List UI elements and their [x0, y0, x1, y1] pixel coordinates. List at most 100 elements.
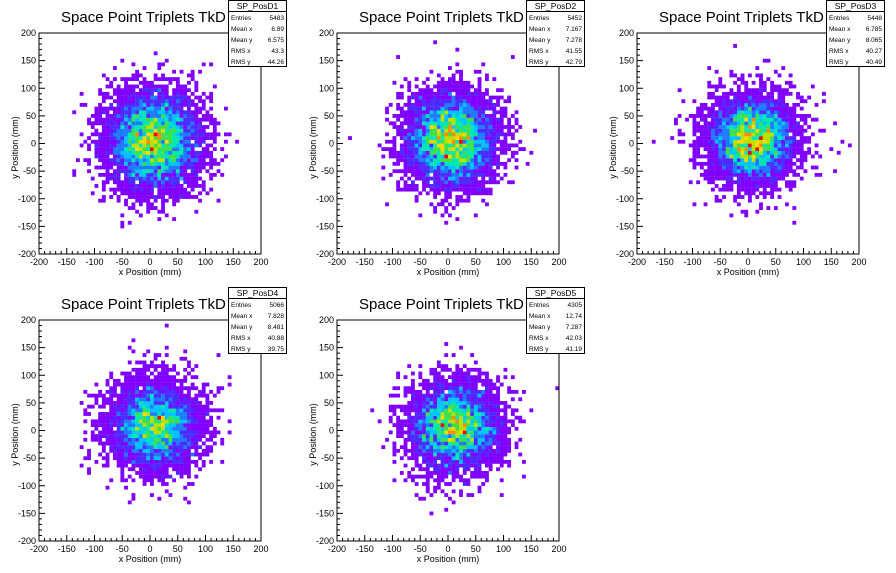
histogram-cell — [485, 438, 489, 442]
histogram-cell — [763, 140, 767, 144]
histogram-cell — [393, 114, 397, 118]
histogram-cell — [202, 103, 206, 107]
histogram-cell — [496, 96, 500, 100]
histogram-cell — [718, 147, 722, 151]
histogram-cell — [737, 162, 741, 166]
histogram-cell — [165, 199, 169, 203]
histogram-cell — [415, 456, 419, 460]
histogram-cell — [485, 419, 489, 423]
histogram-cell — [467, 434, 471, 438]
histogram-cell — [496, 390, 500, 394]
histogram-cell — [180, 427, 184, 431]
histogram-cell — [157, 103, 161, 107]
histogram-cell — [441, 88, 445, 92]
histogram-cell — [792, 129, 796, 133]
histogram-cell — [437, 464, 441, 468]
histogram-cell — [467, 368, 471, 372]
histogram-cell — [422, 453, 426, 457]
histogram-cell — [209, 408, 213, 412]
histogram-cell — [478, 397, 482, 401]
histogram-cell — [422, 188, 426, 192]
histogram-cell — [124, 147, 128, 151]
histogram-cell — [767, 136, 771, 140]
histogram-cell — [741, 110, 745, 114]
histogram-cell — [433, 471, 437, 475]
histogram-cell — [759, 151, 763, 155]
histogram-cell — [430, 512, 434, 516]
histogram-cell — [496, 110, 500, 114]
histogram-cell — [496, 431, 500, 435]
histogram-cell — [385, 202, 389, 206]
histogram-cell — [507, 132, 511, 136]
histogram-cell — [146, 445, 150, 449]
histogram-cell — [718, 118, 722, 122]
histogram-cell — [467, 96, 471, 100]
histogram-cell — [722, 173, 726, 177]
histogram-cell — [135, 103, 139, 107]
histogram-cell — [767, 59, 771, 63]
histogram-cell — [430, 460, 434, 464]
histogram-cell — [448, 85, 452, 89]
stats-row-label: RMS y — [829, 59, 849, 66]
histogram-cell — [489, 467, 493, 471]
histogram-cell — [143, 431, 147, 435]
histogram-cell — [441, 132, 445, 136]
histogram-cell — [804, 158, 808, 162]
histogram-cell — [191, 70, 195, 74]
histogram-cell — [441, 121, 445, 125]
histogram-cell — [796, 140, 800, 144]
histogram-cell — [102, 125, 106, 129]
histogram-cell — [759, 74, 763, 78]
histogram-cell — [154, 129, 158, 133]
histogram-cell — [418, 191, 422, 195]
histogram-cell — [704, 132, 708, 136]
histogram-cell — [135, 210, 139, 214]
histogram-cell — [198, 107, 202, 111]
histogram-cell — [411, 434, 415, 438]
histogram-cell — [430, 456, 434, 460]
histogram-cell — [696, 121, 700, 125]
histogram-cell — [478, 375, 482, 379]
histogram-cell — [496, 166, 500, 170]
histogram-cell — [437, 191, 441, 195]
histogram-cell — [500, 460, 504, 464]
histogram-cell — [741, 92, 745, 96]
histogram-cell — [700, 107, 704, 111]
histogram-cell — [396, 405, 400, 409]
histogram-cell — [415, 114, 419, 118]
histogram-cell — [146, 144, 150, 148]
histogram-cell — [481, 199, 485, 203]
histogram-cell — [452, 96, 456, 100]
histogram-cell — [433, 379, 437, 383]
histogram-cell — [165, 368, 169, 372]
histogram-cell — [452, 107, 456, 111]
stats-row-value: 6.575 — [268, 37, 285, 44]
histogram-cell — [444, 184, 448, 188]
histogram-cell — [452, 151, 456, 155]
histogram-cell — [194, 464, 198, 468]
histogram-cell — [759, 202, 763, 206]
histogram-cell — [722, 129, 726, 133]
histogram-cell — [154, 195, 158, 199]
histogram-cell — [194, 431, 198, 435]
histogram-cell — [741, 166, 745, 170]
histogram-cell — [478, 475, 482, 479]
histogram-cell — [206, 110, 210, 114]
histogram-cell — [485, 434, 489, 438]
histogram-cell — [485, 158, 489, 162]
histogram-cell — [470, 151, 474, 155]
histogram-cell — [726, 166, 730, 170]
histogram-cell — [98, 405, 102, 409]
histogram-cell — [404, 151, 408, 155]
histogram-cell — [718, 188, 722, 192]
histogram-cell — [191, 442, 195, 446]
histogram-cell — [157, 177, 161, 181]
histogram-cell — [730, 88, 734, 92]
histogram-cell — [437, 364, 441, 368]
histogram-cell — [452, 475, 456, 479]
histogram-cell — [191, 169, 195, 173]
histogram-cell — [143, 103, 147, 107]
histogram-cell — [433, 368, 437, 372]
histogram-cell — [146, 456, 150, 460]
